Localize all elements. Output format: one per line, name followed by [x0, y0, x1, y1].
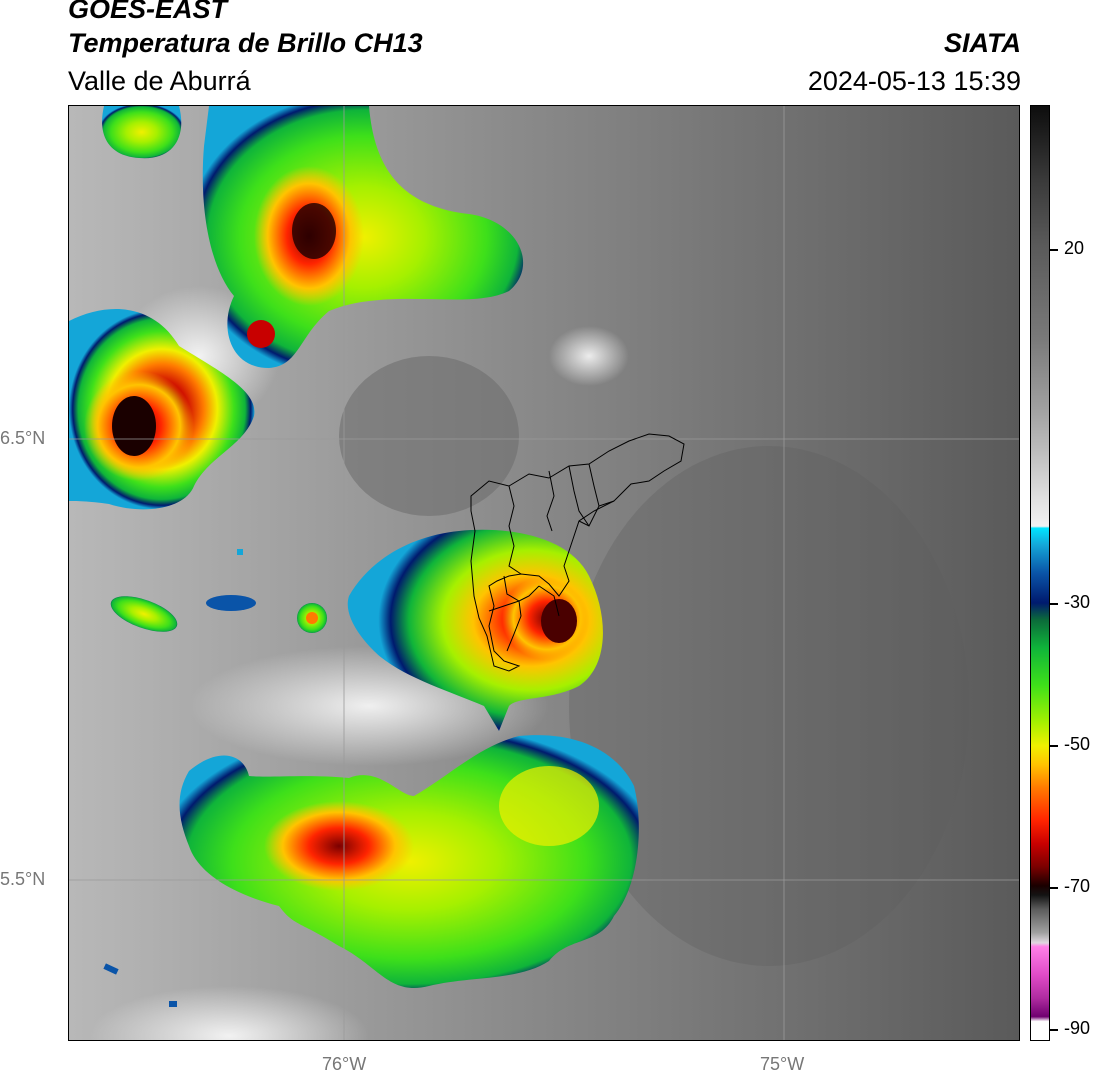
storm-cell	[206, 595, 256, 611]
region-subtitle: Valle de Aburrá	[68, 66, 251, 96]
colorbar-label: -50	[1064, 734, 1091, 754]
map-canvas	[69, 106, 1019, 1040]
lat-tick-label: 6.5°N	[0, 428, 46, 448]
colorbar-label: -70	[1064, 876, 1091, 896]
municipal-boundaries	[470, 433, 685, 672]
storm-core	[247, 320, 275, 348]
lat-tick-label: 5.5°N	[0, 869, 46, 889]
storm-core	[306, 612, 318, 624]
dark-cloud-patch	[569, 446, 969, 966]
storm-speck	[237, 549, 243, 555]
organization-label: SIATA	[944, 28, 1021, 58]
storm-core	[292, 203, 336, 259]
colorbar-tick	[1050, 603, 1058, 605]
storm-speck	[103, 963, 119, 975]
temperature-colorbar	[1030, 105, 1050, 1041]
storm-core	[499, 766, 599, 846]
colorbar-tick	[1050, 249, 1058, 251]
satellite-title: GOES-EAST	[68, 0, 228, 24]
colorbar-tick	[1050, 745, 1058, 747]
storm-cell	[110, 596, 178, 632]
colorbar-label: -30	[1064, 592, 1091, 612]
storm-core	[541, 599, 577, 643]
dark-cloud-patch	[339, 356, 519, 516]
storm-core	[264, 801, 414, 891]
colorbar-tick	[1050, 1029, 1058, 1031]
colorbar-label: 20	[1064, 238, 1085, 258]
storm-cell	[102, 106, 182, 159]
product-title: Temperatura de Brillo CH13	[68, 28, 423, 58]
storm-core	[112, 396, 156, 456]
white-halo	[89, 986, 369, 1040]
storm-speck	[169, 1001, 177, 1007]
colorbar-label: -90	[1064, 1018, 1091, 1038]
satellite-map	[68, 105, 1020, 1041]
lon-tick-label: 76°W	[322, 1054, 367, 1074]
lon-tick-label: 75°W	[760, 1054, 805, 1074]
datetime-stamp: 2024-05-13 15:39	[807, 66, 1021, 96]
colorbar-tick	[1050, 887, 1058, 889]
white-halo	[549, 326, 629, 386]
